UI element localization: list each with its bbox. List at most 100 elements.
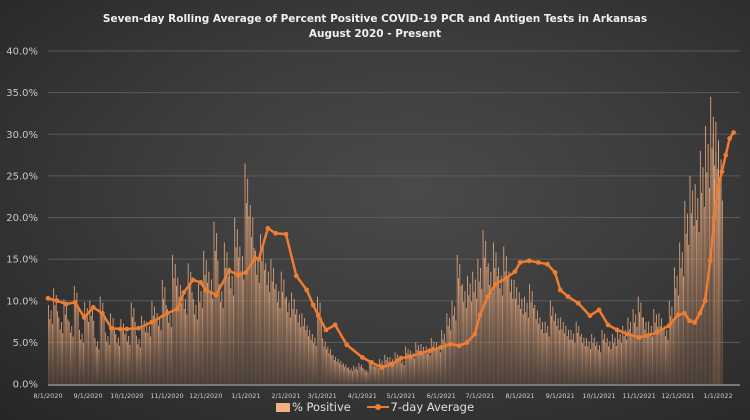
- percent-positive-bar: [434, 349, 436, 384]
- percent-positive-bar: [370, 364, 371, 384]
- percent-positive-bar: [661, 318, 663, 384]
- seven-day-average-point: [368, 359, 374, 365]
- percent-positive-bar: [707, 143, 709, 384]
- percent-positive-bar: [663, 325, 665, 384]
- percent-positive-bar: [132, 317, 133, 384]
- seven-day-average-point: [625, 331, 630, 337]
- percent-positive-bar: [595, 346, 597, 384]
- percent-positive-bar: [91, 306, 93, 384]
- y-tick-label: 20.0%: [6, 213, 38, 224]
- seven-day-average-point: [477, 312, 483, 318]
- percent-positive-bar: [483, 257, 485, 384]
- percent-positive-bar: [421, 351, 423, 384]
- y-tick-label: 35.0%: [6, 88, 38, 99]
- percent-positive-bar: [69, 332, 71, 384]
- percent-positive-bar: [107, 335, 109, 384]
- percent-positive-bar: [530, 302, 532, 384]
- percent-positive-bar: [646, 333, 648, 384]
- percent-positive-bar: [703, 206, 705, 384]
- x-tick-label: 11/1/2020: [150, 392, 183, 400]
- seven-day-average-point: [517, 260, 523, 265]
- percent-positive-bar: [522, 314, 524, 384]
- percent-positive-bar: [430, 338, 432, 384]
- percent-positive-bar: [322, 338, 324, 384]
- percent-positive-bar: [670, 315, 672, 384]
- percent-positive-bar: [198, 284, 199, 384]
- percent-positive-bar: [636, 327, 638, 384]
- percent-positive-bar: [307, 336, 309, 384]
- percent-positive-bar: [447, 325, 449, 384]
- percent-positive-bar: [267, 271, 269, 384]
- percent-positive-bar: [694, 184, 696, 384]
- percent-positive-bar: [278, 291, 280, 384]
- percent-positive-bar: [249, 205, 251, 384]
- percent-positive-bar: [618, 339, 620, 384]
- line-marker-swatch-icon: [366, 403, 389, 412]
- percent-positive-bar: [138, 339, 140, 384]
- y-tick-label: 40.0%: [6, 47, 38, 58]
- percent-positive-bar: [287, 312, 289, 384]
- percent-positive-bar: [58, 317, 60, 384]
- percent-positive-bar: [349, 370, 351, 384]
- percent-positive-bar: [437, 349, 439, 384]
- percent-positive-bar: [384, 354, 386, 384]
- percent-positive-bar: [266, 285, 268, 384]
- percent-positive-bar: [207, 282, 209, 384]
- percent-positive-bar: [216, 233, 218, 384]
- x-tick-label: 8/1/2020: [33, 392, 62, 400]
- percent-positive-bar: [538, 323, 540, 384]
- percent-positive-bar: [85, 317, 87, 384]
- seven-day-average-point: [485, 294, 491, 299]
- percent-positive-bar: [566, 336, 568, 384]
- percent-positive-bar: [160, 330, 162, 384]
- percent-positive-bar: [188, 285, 190, 384]
- percent-positive-bar: [134, 321, 136, 384]
- percent-positive-bar: [436, 342, 437, 384]
- percent-positive-bar: [235, 247, 237, 384]
- percent-positive-bar: [99, 296, 101, 384]
- seven-day-average-point: [344, 342, 350, 348]
- percent-positive-bar: [601, 329, 603, 384]
- percent-positive-bar: [117, 337, 119, 384]
- legend-item-seven-day-average: 7-day Average: [366, 400, 475, 414]
- percent-positive-bar: [279, 308, 281, 384]
- percent-positive-bar: [293, 298, 295, 384]
- percent-positive-bar: [385, 360, 387, 384]
- percent-positive-bar: [339, 363, 340, 384]
- percent-positive-bar: [549, 300, 551, 384]
- percent-positive-bar: [77, 309, 79, 384]
- percent-positive-bar: [275, 284, 277, 384]
- percent-positive-bar: [291, 292, 293, 384]
- percent-positive-bar: [641, 317, 643, 384]
- percent-positive-bar: [128, 335, 130, 384]
- percent-positive-bar: [181, 303, 183, 384]
- percent-positive-bar: [302, 325, 304, 384]
- percent-positive-bar: [505, 256, 507, 384]
- percent-positive-bar: [486, 266, 488, 384]
- percent-positive-bar: [103, 317, 105, 384]
- percent-positive-bar: [481, 289, 483, 384]
- seven-day-average-point: [99, 310, 105, 316]
- percent-positive-bar: [229, 267, 230, 384]
- percent-positive-bar: [300, 327, 302, 384]
- percent-positive-bar: [231, 275, 233, 384]
- percent-positive-bar: [502, 295, 503, 384]
- percent-positive-bar: [589, 349, 591, 384]
- seven-day-average-point: [681, 310, 687, 316]
- percent-positive-bar: [500, 275, 502, 384]
- percent-positive-bar: [348, 367, 349, 384]
- seven-day-average-point: [310, 302, 316, 308]
- percent-positive-bar: [525, 312, 527, 384]
- percent-positive-bar: [358, 363, 360, 384]
- percent-positive-bar: [182, 292, 184, 384]
- percent-positive-bar: [645, 322, 647, 384]
- seven-day-average-point: [174, 306, 180, 312]
- seven-day-average-point: [727, 136, 733, 141]
- seven-day-average-point: [418, 350, 423, 356]
- legend-label-seven-day-average: 7-day Average: [390, 400, 475, 414]
- percent-positive-bar: [222, 308, 224, 384]
- percent-positive-bar: [698, 232, 700, 384]
- percent-positive-bar: [204, 274, 206, 384]
- seven-day-average-point: [359, 354, 365, 360]
- percent-positive-bar: [456, 254, 458, 384]
